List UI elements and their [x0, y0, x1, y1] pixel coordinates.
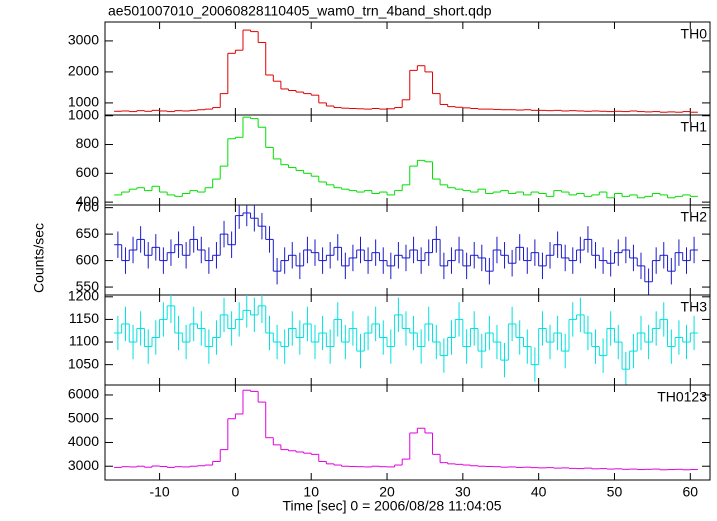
panel-label: TH0 — [681, 26, 708, 42]
y-tick-label: 5000 — [68, 409, 99, 425]
y-tick-label: 1000 — [68, 94, 99, 110]
panel-label: TH1 — [681, 119, 708, 135]
chart-title: ae501007010_20060828110405_wam0_trn_4ban… — [108, 3, 492, 19]
y-tick-label: 1050 — [68, 355, 99, 371]
y-tick-label: 600 — [76, 164, 100, 180]
x-tick-label: 60 — [682, 484, 698, 500]
x-tick-label: -10 — [149, 484, 169, 500]
panel-frame — [104, 294, 711, 386]
y-tick-label: 3000 — [68, 32, 99, 48]
y-axis-label: Counts/sec — [31, 223, 47, 293]
y-tick-label: 6000 — [68, 386, 99, 402]
y-tick-label: 3000 — [68, 457, 99, 473]
y-tick-label: 1200 — [68, 288, 99, 304]
panel-frame — [104, 384, 711, 481]
y-tick-label: 1100 — [69, 333, 99, 349]
y-tick-label: 1000 — [68, 106, 99, 122]
panel-label: TH0123 — [657, 389, 707, 405]
y-tick-label: 550 — [76, 278, 100, 294]
x-tick-label: 0 — [232, 484, 240, 500]
x-axis-label: Time [sec] 0 = 2006/08/28 11:04:05 — [282, 498, 501, 514]
x-tick-label: 50 — [607, 484, 623, 500]
panel-frame — [104, 204, 711, 296]
panel-label: TH2 — [681, 209, 708, 225]
y-tick-label: 1150 — [69, 310, 99, 326]
y-tick-label: 400 — [76, 193, 100, 209]
y-tick-label: 2000 — [68, 63, 99, 79]
panel-label: TH3 — [681, 299, 708, 315]
panel-frame — [104, 114, 711, 206]
panel-frame — [104, 21, 711, 116]
y-tick-label: 650 — [76, 225, 100, 241]
y-tick-label: 600 — [76, 251, 100, 267]
x-tick-label: 40 — [531, 484, 547, 500]
x-tick-label: 20 — [379, 484, 395, 500]
x-tick-label: 30 — [455, 484, 471, 500]
y-tick-label: 800 — [76, 135, 100, 151]
y-tick-label: 4000 — [68, 433, 99, 449]
y-tick-label: 700 — [76, 198, 100, 214]
x-tick-label: 10 — [303, 484, 319, 500]
